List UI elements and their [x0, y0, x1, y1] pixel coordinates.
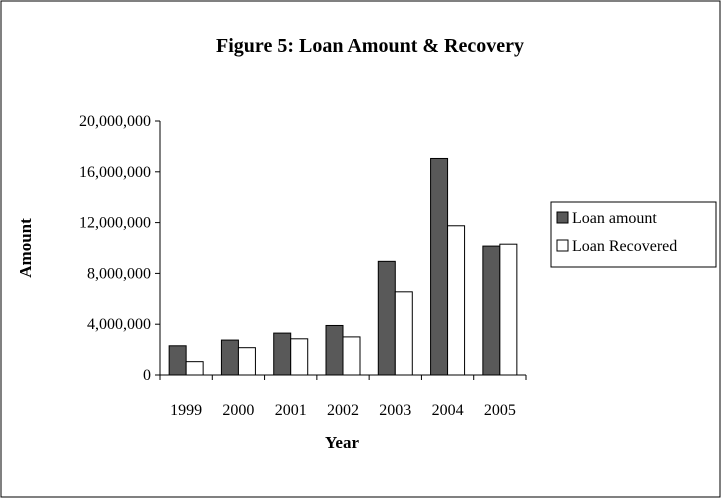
y-axis-label: Amount — [16, 218, 35, 278]
bar-loan-recovered — [237, 347, 256, 376]
y-tick-label: 20,000,000 — [79, 113, 151, 130]
bar-loan-recovered — [394, 291, 413, 376]
legend-label: Loan amount — [572, 210, 657, 227]
legend-swatch — [556, 211, 569, 224]
x-tick-label: 1999 — [170, 402, 202, 419]
bar-loan-amount — [220, 339, 239, 376]
x-axis-label: Year — [325, 433, 359, 452]
bar-loan-recovered — [447, 225, 466, 376]
bar-loan-amount — [168, 345, 187, 376]
bar-loan-recovered — [499, 243, 518, 376]
legend: Loan amount Loan Recovered — [550, 201, 717, 268]
bar-loan-amount — [482, 245, 501, 376]
legend-box — [550, 201, 717, 268]
y-tick-label: 8,000,000 — [87, 265, 151, 282]
bar-loan-amount — [430, 157, 449, 376]
bar-loan-amount — [325, 324, 344, 376]
legend-swatch — [556, 239, 569, 252]
y-tick-label: 12,000,000 — [79, 215, 151, 232]
x-tick-label: 2002 — [327, 402, 359, 419]
y-tick-label: 4,000,000 — [87, 316, 151, 333]
bar-loan-recovered — [290, 338, 309, 376]
bar-loan-amount — [273, 332, 292, 376]
y-tick-label: 16,000,000 — [79, 164, 151, 181]
y-tick-label: 0 — [143, 367, 151, 384]
legend-label: Loan Recovered — [572, 238, 677, 255]
chart-title: Figure 5: Loan Amount & Recovery — [216, 35, 524, 57]
bar-loan-recovered — [342, 336, 361, 376]
x-tick-label: 2000 — [222, 402, 254, 419]
bar-loan-amount — [377, 260, 396, 376]
x-tick-label: 2001 — [275, 402, 307, 419]
x-tick-label: 2004 — [432, 402, 464, 419]
x-tick-label: 2005 — [484, 402, 516, 419]
bar-loan-recovered — [185, 361, 204, 376]
x-tick-label: 2003 — [379, 402, 411, 419]
plot-area: 0 4,000,000 8,000,000 12,000,000 16,000,000 2… — [79, 113, 527, 419]
